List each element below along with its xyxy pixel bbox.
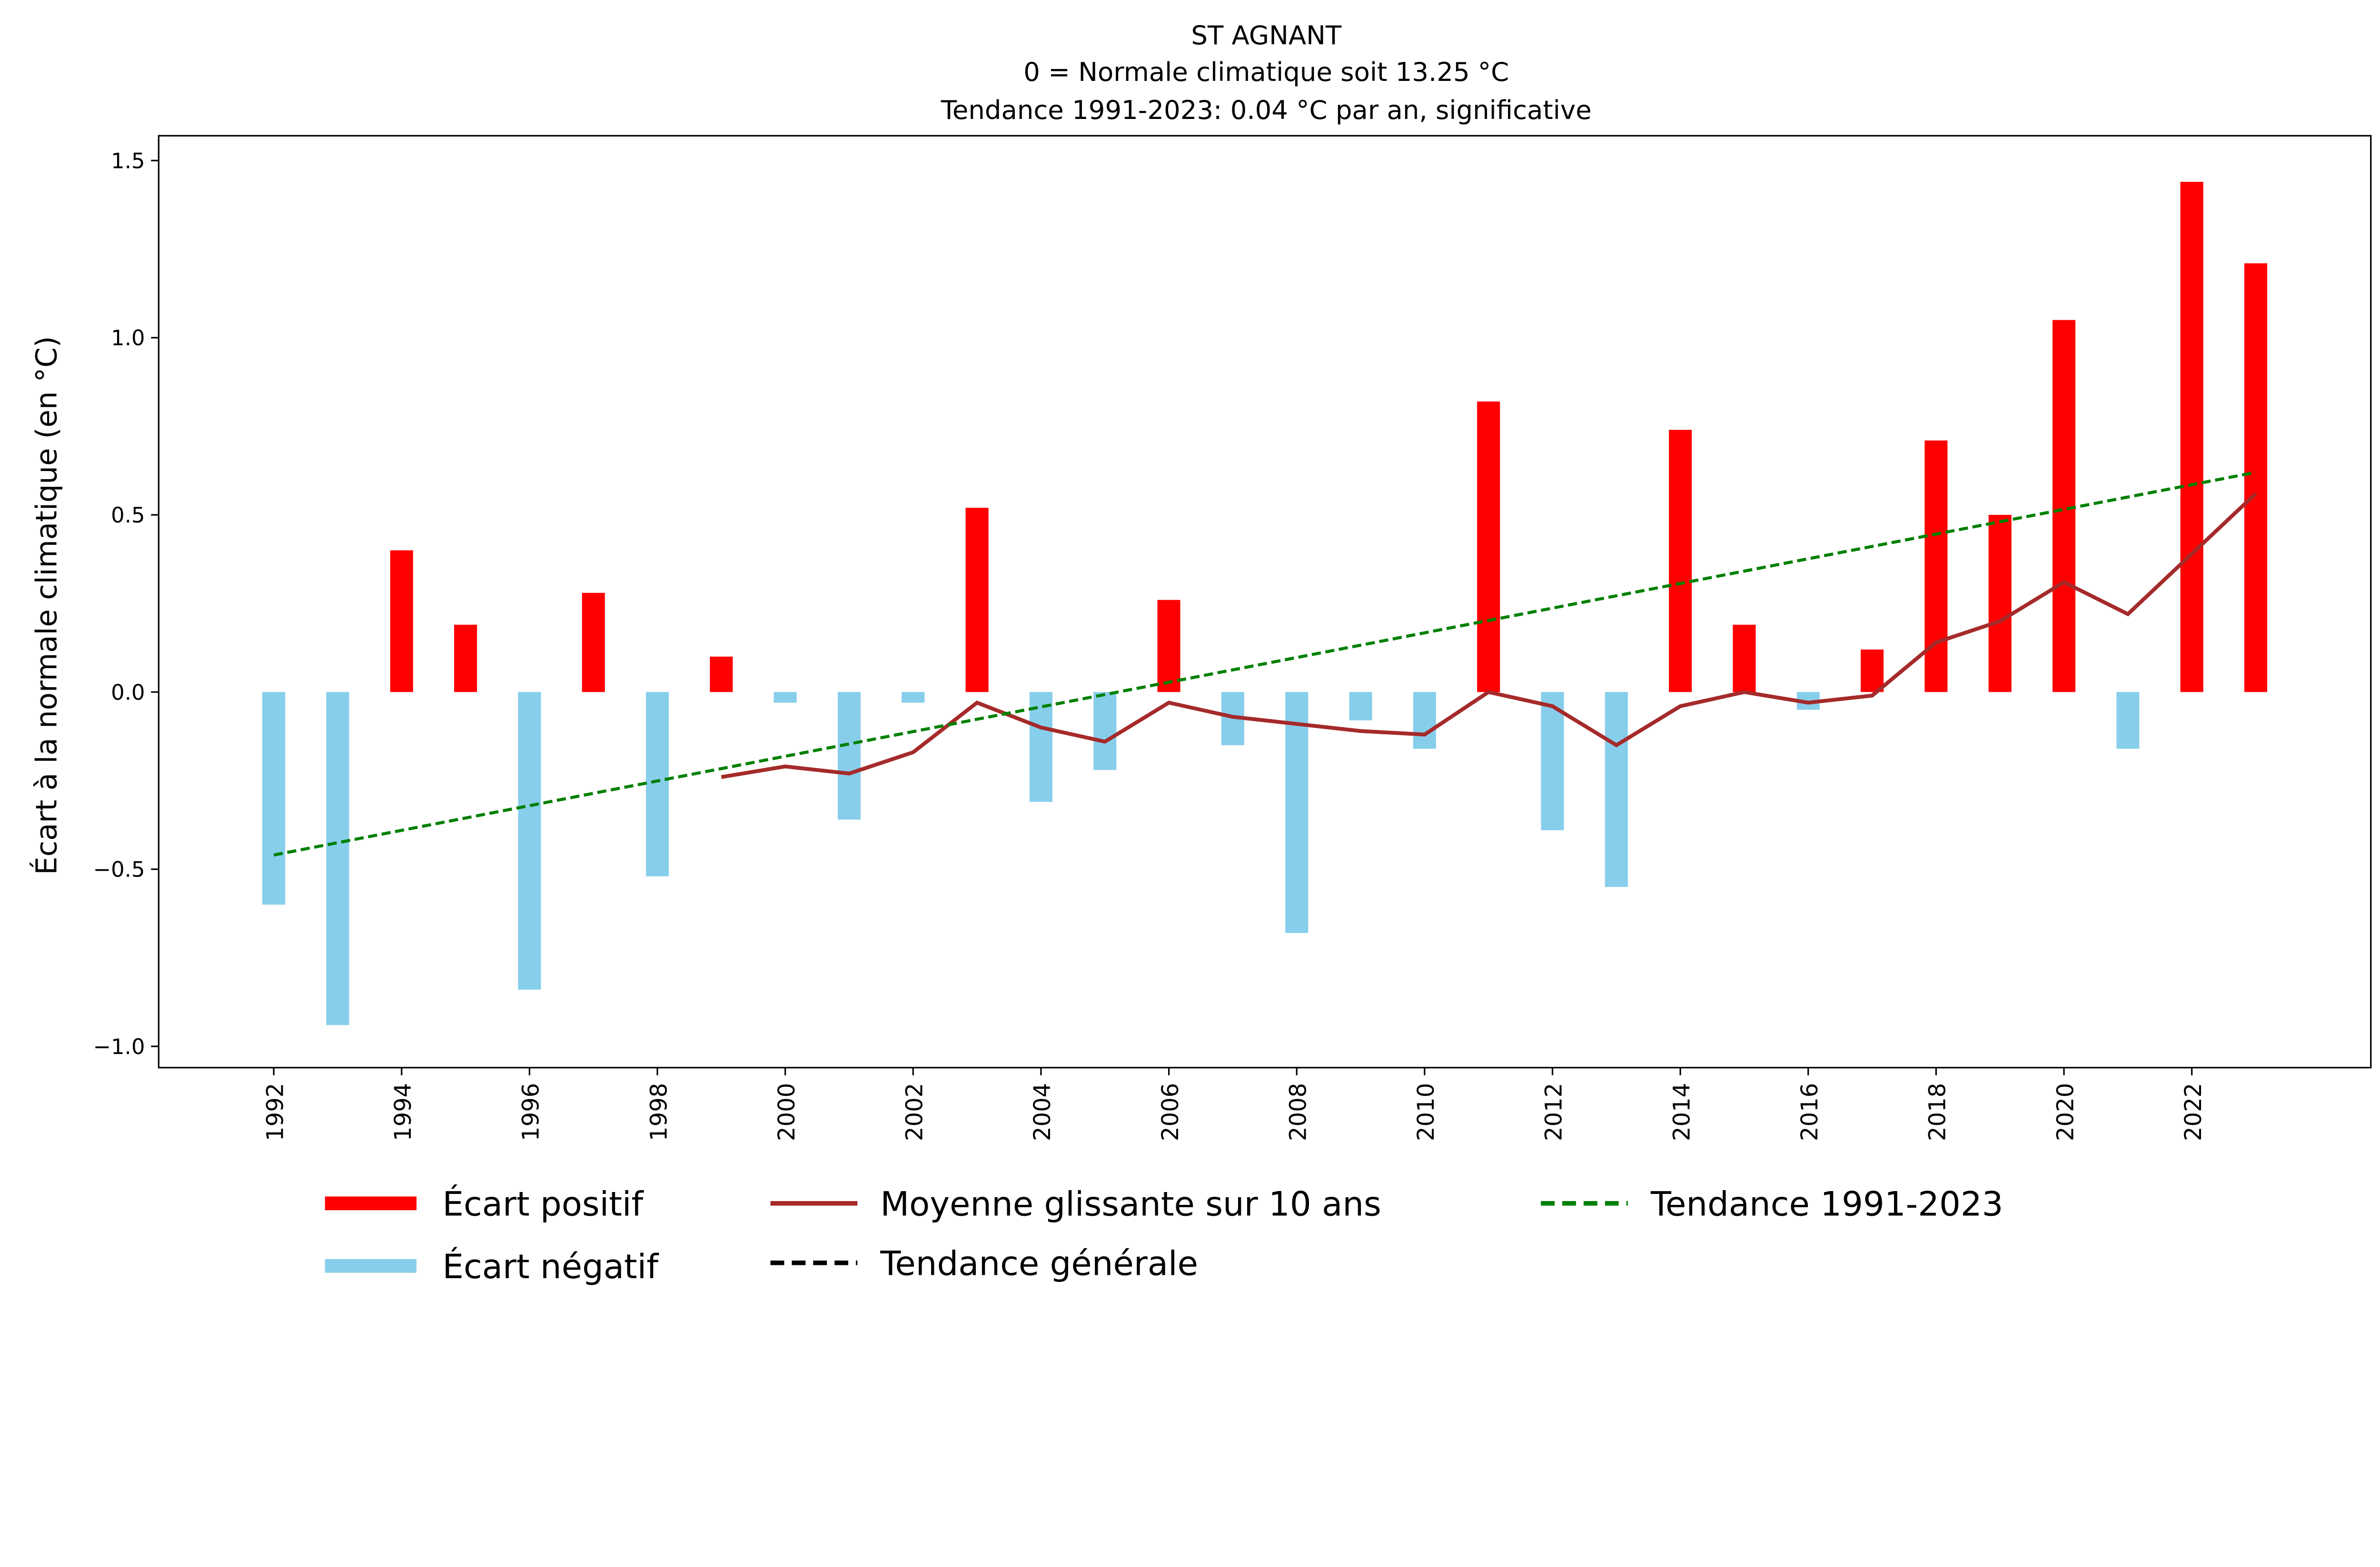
trend-line (273, 471, 2256, 857)
x-tick-label: 2008 (1285, 1083, 1311, 1141)
y-tick-label: 0.5 (111, 503, 145, 528)
bar-positive (710, 656, 733, 692)
bar-negative (518, 692, 541, 990)
x-tick-label: 2002 (902, 1083, 928, 1141)
bar-positive (1157, 600, 1180, 692)
bar-negative (837, 692, 861, 820)
x-tick-label: 2012 (1541, 1083, 1567, 1141)
bar-negative (902, 692, 925, 703)
x-tick-label: 1998 (645, 1083, 672, 1141)
bar-positive (2052, 320, 2076, 692)
x-tick-label: 2020 (2052, 1083, 2079, 1141)
legend: Écart positif Écart négatif Moyenne glis… (325, 1184, 2003, 1286)
bar-positive (582, 592, 605, 692)
chart-title: ST AGNANT (1191, 20, 1341, 50)
bar-negative (1541, 692, 1564, 830)
legend-general-label: Tendance générale (880, 1244, 1198, 1283)
bar-positive (1861, 649, 1884, 692)
x-tick-label: 1994 (390, 1083, 416, 1141)
x-tick-label: 1996 (518, 1083, 545, 1141)
bar-negative (645, 692, 669, 877)
bar-positive (1477, 401, 1500, 692)
bar-negative (1413, 692, 1436, 749)
bar-positive (454, 624, 477, 692)
legend-trend-label: Tendance 1991-2023 (1650, 1184, 2003, 1223)
bar-positive (1669, 430, 1692, 692)
x-tick-label: 2006 (1157, 1083, 1184, 1141)
bar-positive (2244, 263, 2268, 692)
bar-negative (2116, 692, 2140, 749)
legend-positive-label: Écart positif (442, 1184, 644, 1223)
x-tick-label: 2014 (1668, 1083, 1695, 1141)
chart-subtitle-trend: Tendance 1991-2023: 0.04 °C par an, sign… (941, 95, 1592, 125)
x-tick-label: 2018 (1924, 1083, 1951, 1141)
y-tick-label: 1.5 (111, 148, 145, 173)
y-tick-label: −1.0 (93, 1034, 145, 1059)
bar-positive (1733, 624, 1756, 692)
plot-area: −1.0 −0.5 0.0 0.5 1.0 1.5 1992 1994 1996 1998 2000… (93, 148, 2268, 1141)
chart-subtitle-normal: 0 = Normale climatique soit 13.25 °C (1023, 57, 1509, 87)
bar-positive (965, 508, 989, 692)
axes-frame (158, 135, 2372, 1069)
moving-average-line (721, 492, 2257, 779)
bar-positive (390, 550, 413, 692)
bar-negative (1285, 692, 1309, 933)
x-tick-label: 2022 (2180, 1083, 2207, 1141)
bar-positive (1924, 440, 1948, 692)
legend-moving-label: Moyenne glissante sur 10 ans (880, 1184, 1381, 1223)
bar-positive (2180, 182, 2203, 692)
y-tick-label: 0.0 (111, 680, 145, 705)
x-tick-label: 1992 (262, 1083, 288, 1141)
bar-negative (262, 692, 286, 905)
bar-negative (1349, 692, 1372, 720)
bar-negative (1605, 692, 1628, 887)
y-tick-label: −0.5 (93, 857, 145, 882)
bar-negative (326, 692, 349, 1025)
chart: ST AGNANT 0 = Normale climatique soit 13… (30, 20, 2372, 1286)
bar-negative (774, 692, 797, 703)
x-tick-label: 2004 (1029, 1083, 1056, 1141)
x-tick-label: 2000 (774, 1083, 800, 1141)
y-axis-label: Écart à la normale climatique (en °C) (30, 336, 64, 875)
x-tick-label: 2016 (1796, 1083, 1823, 1141)
bar-negative (1029, 692, 1052, 802)
bar-negative (1093, 692, 1117, 770)
y-tick-label: 1.0 (111, 325, 145, 351)
bar-positive (1988, 514, 2012, 692)
legend-negative-label: Écart négatif (442, 1247, 659, 1286)
x-tick-label: 2010 (1413, 1083, 1439, 1141)
